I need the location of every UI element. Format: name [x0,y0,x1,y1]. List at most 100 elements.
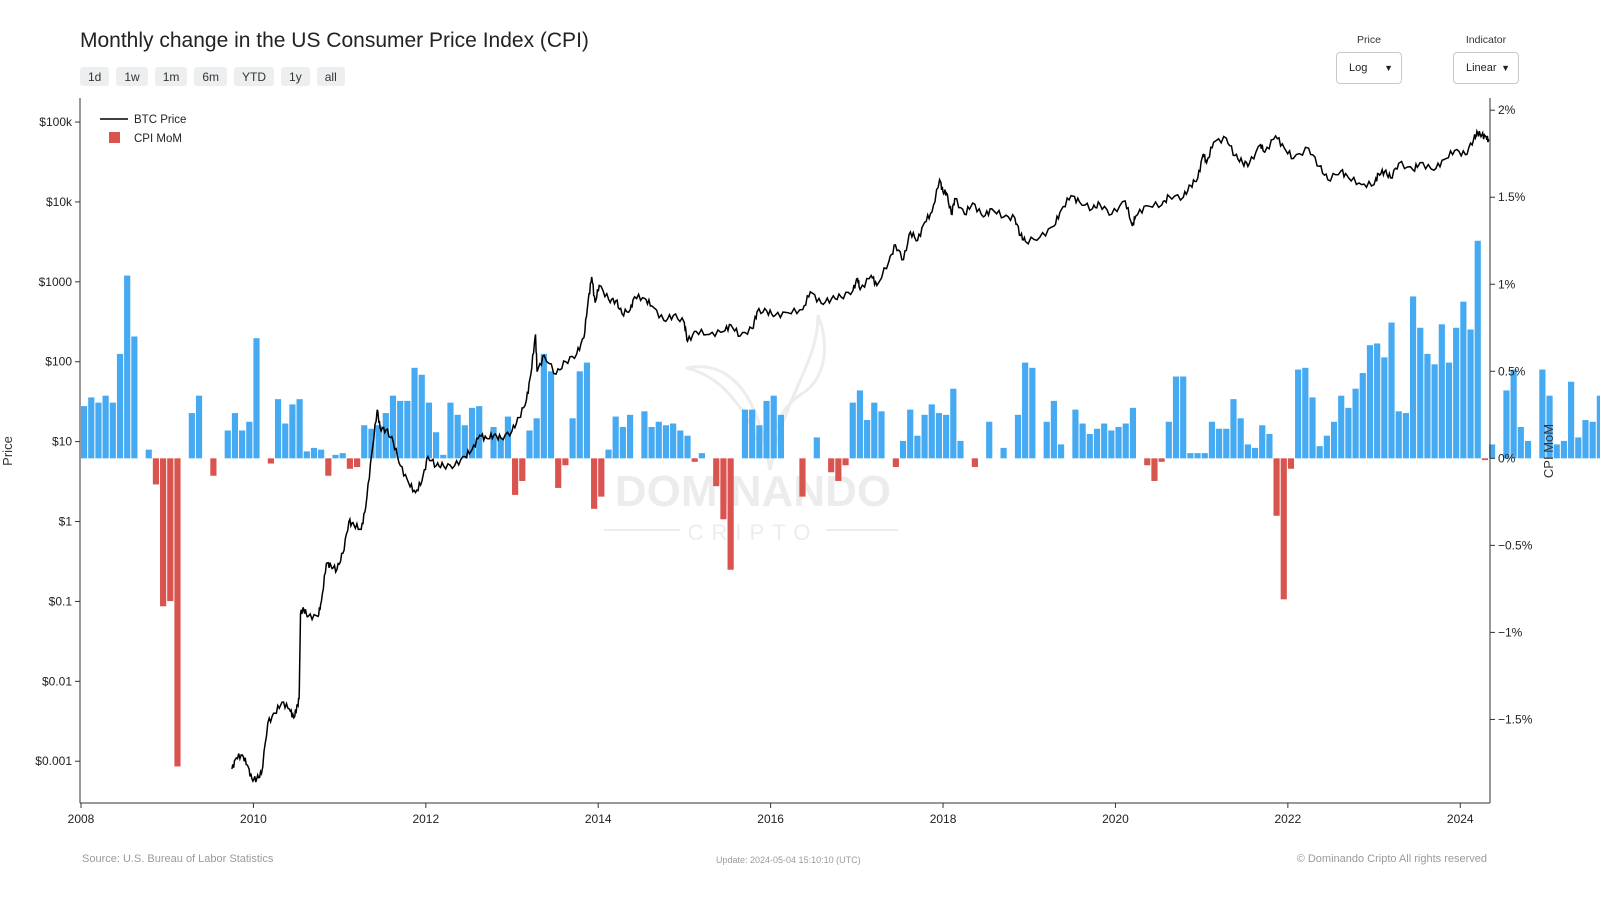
cpi-bar [1323,435,1330,459]
cpi-bar [361,425,368,459]
cpi-bar [1489,444,1496,459]
cpi-bar [583,362,591,459]
cpi-bar [332,454,339,459]
cpi-bar [1122,423,1129,459]
cpi-bar [1187,453,1194,459]
cpi-bar [160,458,167,607]
cpi-bar [1596,395,1600,459]
cpi-bar [231,413,239,459]
cpi-bar [899,440,907,459]
cpi-bar [339,453,346,459]
left-tick-label: $1 [59,515,73,529]
cpi-bar [641,411,648,459]
cpi-bar [346,458,353,469]
chart-legend: BTC Price CPI MoM [100,114,186,145]
chevron-down-icon: ▼ [1501,63,1510,73]
cpi-bar [1251,447,1259,459]
cpi-bar [1201,453,1208,459]
x-tick-label: 2008 [68,812,95,826]
cpi-bar [109,402,116,459]
x-tick-label: 2016 [757,812,784,826]
cpi-bar [1510,369,1517,459]
cpi-bar [605,449,612,459]
cpi-bar [1101,423,1108,459]
left-tick-label: $0.1 [49,594,73,608]
indicator-scale-value: Linear [1466,62,1497,74]
cpi-bar [1237,418,1244,459]
cpi-bar [1287,458,1295,469]
cpi-bar [1086,433,1093,459]
right-tick-label: 1% [1498,277,1516,291]
cpi-bar [397,400,404,459]
cpi-bar [1280,458,1287,600]
cpi-bar [389,395,397,459]
price-scale-value: Log [1349,62,1368,74]
cpi-bar [562,458,569,466]
cpi-bar [864,420,871,459]
cpi-bar [612,416,619,459]
cpi-bar [555,458,562,488]
page-title: Monthly change in the US Consumer Price … [80,29,589,52]
cpi-bar [1244,444,1251,459]
cpi-bar [468,407,476,459]
x-tick-label: 2018 [930,812,957,826]
cpi-bar [519,458,526,481]
cpi-bar [454,414,461,459]
cpi-bar [289,404,296,459]
cpi-bar [131,336,138,459]
cpi-bar [677,430,684,459]
right-tick-label: 0.5% [1498,364,1526,378]
cpi-bar [1014,414,1022,459]
cpi-bar [1158,458,1165,462]
cpi-bar [116,353,124,459]
range-button-1m[interactable]: 1m [154,67,188,86]
cpi-bar [1424,353,1431,459]
indicator-scale-select[interactable]: Linear ▼ [1453,52,1519,84]
cpi-bar [1582,420,1589,459]
range-button-6m[interactable]: 6m [194,67,228,86]
cpi-bar [1589,421,1596,459]
range-button-ytd[interactable]: YTD [234,67,275,86]
cpi-bar [1388,322,1395,459]
cpi-bar [253,338,260,459]
cpi-bar [928,404,935,459]
cpi-bar [777,414,784,459]
cpi-bar [1381,357,1388,459]
cpi-bar [152,458,160,485]
cpi-bar [195,395,203,459]
cpi-bar [770,395,777,459]
range-button-1w[interactable]: 1w [116,67,148,86]
cpi-bar [1374,343,1381,459]
cpi-bar [353,458,361,468]
left-tick-label: $100k [39,115,73,129]
cpi-bar [756,425,763,459]
cpi-bar [239,430,246,459]
price-scale-select[interactable]: Log ▼ [1336,52,1402,84]
cpi-bar [1151,458,1158,481]
cpi-bar [447,402,454,459]
range-button-1y[interactable]: 1y [281,67,310,86]
right-tick-label: −0.5% [1498,538,1533,552]
btc-price-line [231,128,1490,783]
cpi-bar [914,435,921,459]
cpi-bar [88,397,95,459]
cpi-bar [957,440,964,459]
cpi-bar [763,400,770,459]
cpi-bar [1453,327,1460,459]
cpi-bar [849,402,856,459]
cpi-bar [871,402,878,459]
cpi-bar [1359,373,1366,459]
cpi-bar [749,409,756,459]
cpi-bar [684,435,691,459]
x-tick-label: 2010 [240,812,267,826]
cpi-bar [1129,407,1136,459]
range-button-1d[interactable]: 1d [80,67,110,86]
indicator-scale-label: Indicator [1465,34,1507,46]
cpi-bar [1517,427,1524,459]
cpi-bars [81,240,1600,767]
left-axis-title: Price [0,436,15,466]
range-button-all[interactable]: all [316,67,345,86]
cpi-bar [986,421,993,459]
cpi-bar [662,425,670,459]
